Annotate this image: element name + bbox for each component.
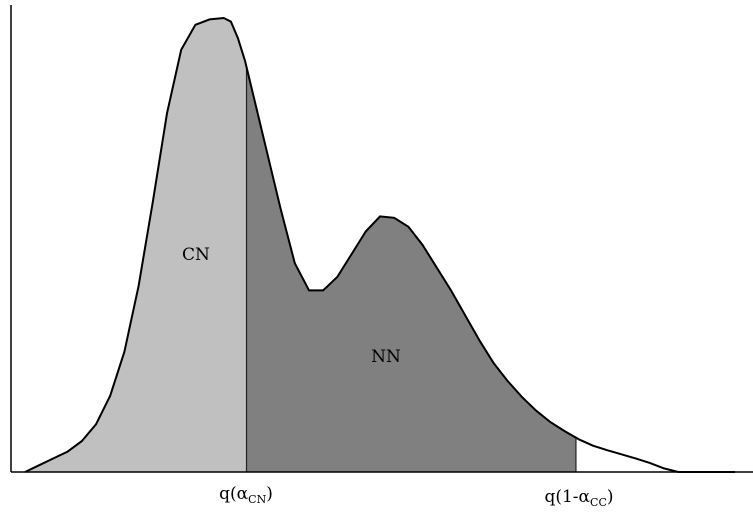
tick-label-q-1-alpha-cc: q(1-αCC) [544,487,613,509]
tick-label-q-alpha-cn: q(αCN) [219,484,273,506]
density-curve [24,16,735,473]
region-cn [25,18,247,472]
region-label-nn: NN [371,347,401,367]
region-dividers [245,67,577,472]
region-fills [25,18,576,472]
region-nn [246,67,576,472]
region-label-cn: CN [182,245,210,265]
